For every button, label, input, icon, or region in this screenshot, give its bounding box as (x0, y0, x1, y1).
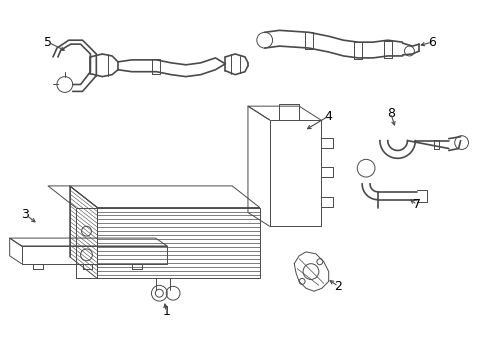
Text: 7: 7 (413, 198, 421, 211)
Text: 4: 4 (325, 109, 333, 122)
Text: 3: 3 (22, 208, 29, 221)
Text: 6: 6 (428, 36, 436, 49)
Text: 8: 8 (387, 107, 395, 120)
Text: 2: 2 (335, 280, 343, 293)
Text: 5: 5 (44, 36, 52, 49)
Text: 1: 1 (162, 305, 170, 319)
